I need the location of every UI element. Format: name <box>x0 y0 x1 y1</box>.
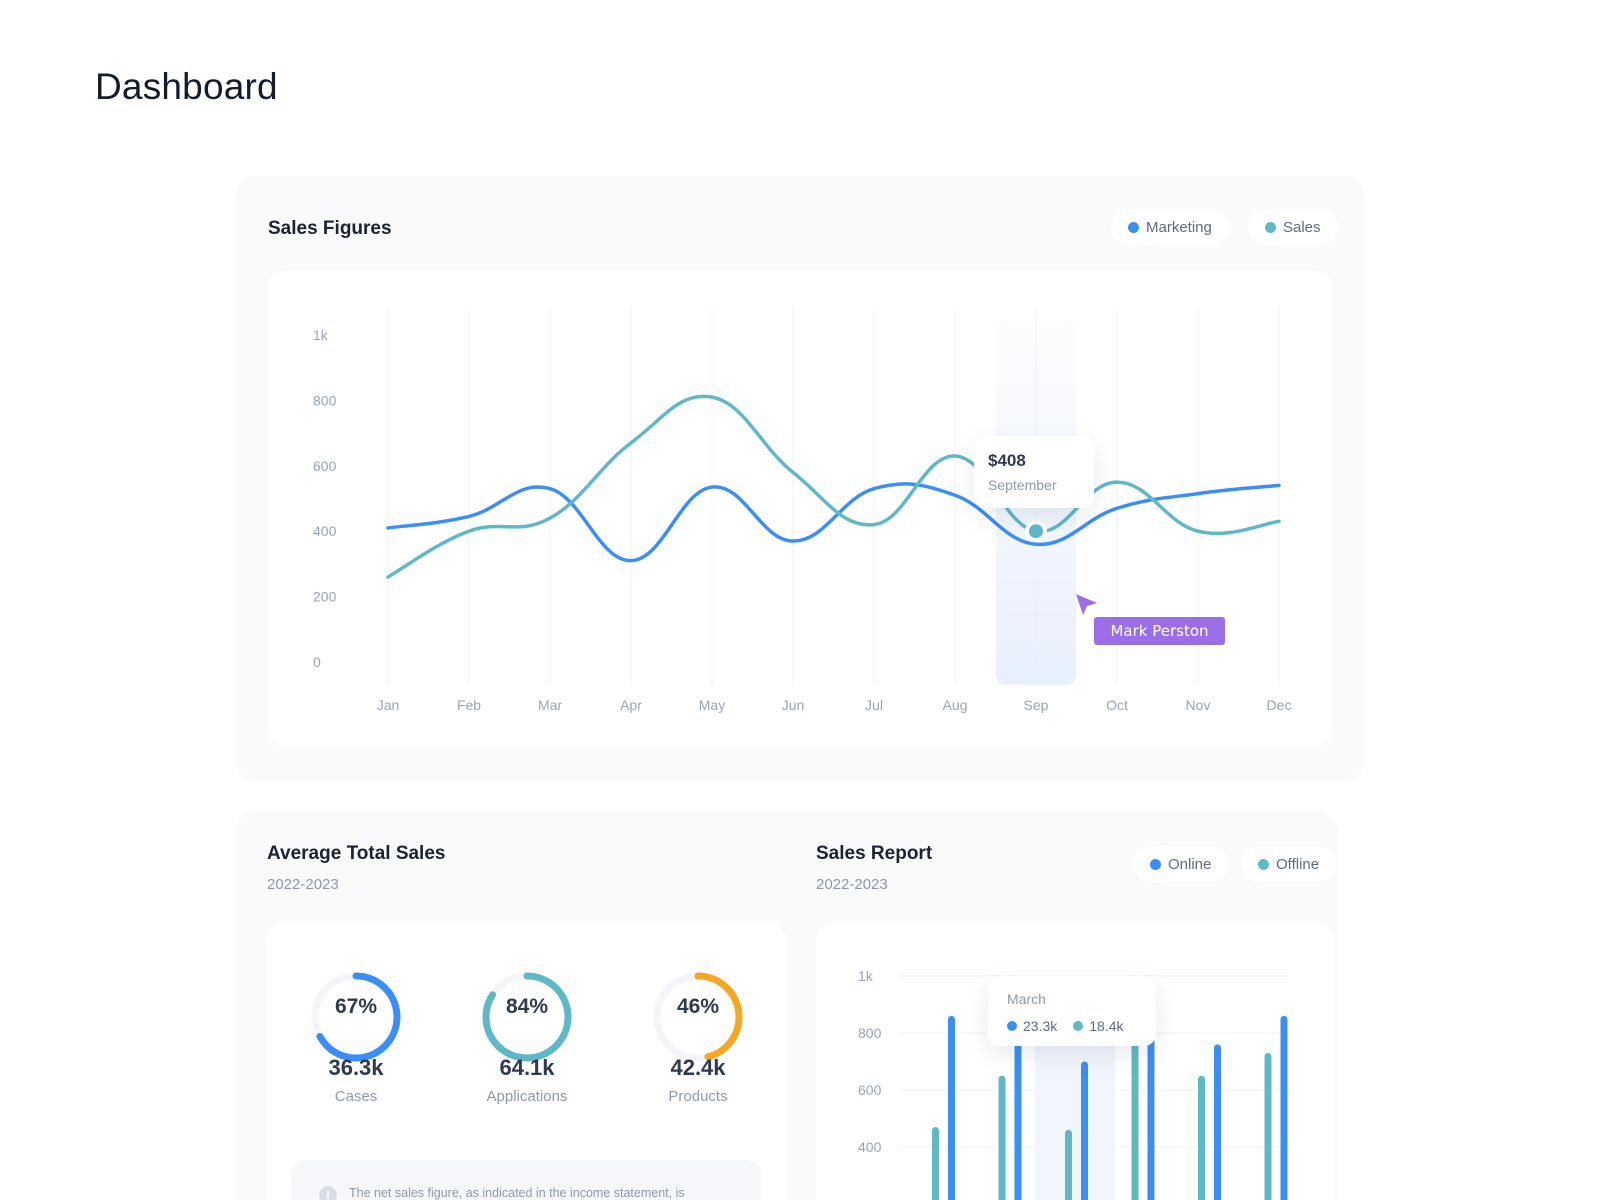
y-tick-label: 0 <box>313 654 321 670</box>
x-tick-label: Feb <box>457 697 481 713</box>
info-icon: i <box>319 1186 337 1200</box>
bar-offline[interactable] <box>1131 1027 1139 1200</box>
average-total-sales-subtitle: 2022-2023 <box>267 876 339 893</box>
legend-online-label: Online <box>1168 855 1212 873</box>
bar-offline[interactable] <box>998 1075 1006 1200</box>
online-dot-icon <box>1007 1021 1017 1031</box>
donut-applications-percent: 84% <box>505 995 549 1018</box>
y-tick-label: 1k <box>858 968 874 984</box>
donut-applications-value: 64.1k <box>499 1055 555 1080</box>
offline-dot-icon <box>1258 858 1269 870</box>
legend-sales[interactable]: Sales <box>1248 209 1338 245</box>
donut-cases-percent: 67% <box>334 995 378 1018</box>
donut-cases-label: Cases <box>334 1088 378 1105</box>
offline-dot-icon <box>1073 1021 1084 1031</box>
bar-online[interactable] <box>1280 1015 1288 1200</box>
x-tick-label: Dec <box>1267 697 1292 713</box>
x-tick-label: Aug <box>943 697 968 713</box>
bar-online[interactable] <box>1014 1013 1022 1200</box>
y-tick-label: 800 <box>858 1025 882 1041</box>
average-total-sales-title: Average Total Sales <box>267 843 446 864</box>
bar-online[interactable] <box>1081 1061 1088 1200</box>
bar-offline[interactable] <box>932 1127 939 1200</box>
donut-products: 46% 42.4k Products <box>648 967 748 1105</box>
donut-products-value: 42.4k <box>670 1055 726 1080</box>
x-tick-label: Oct <box>1106 697 1128 713</box>
x-tick-label: Jan <box>377 697 400 713</box>
x-tick-label: Mar <box>538 697 562 713</box>
donut-applications-ring <box>482 972 572 1062</box>
sales-report-tooltip-month: March <box>1007 991 1046 1007</box>
donut-products-label: Products <box>668 1088 728 1105</box>
donut-applications: 84% 64.1k Applications <box>477 967 577 1105</box>
page-title: Dashboard <box>95 66 278 107</box>
y-tick-label: 200 <box>313 589 337 605</box>
x-tick-label: May <box>699 697 725 713</box>
y-tick-label: 1k <box>313 327 329 343</box>
y-tick-label: 400 <box>313 523 337 539</box>
legend-marketing-label: Marketing <box>1146 218 1212 236</box>
sales-dot-icon <box>1265 221 1276 233</box>
data-point[interactable] <box>1029 524 1043 539</box>
x-tick-label: Nov <box>1186 697 1211 713</box>
online-dot-icon <box>1150 858 1161 870</box>
net-sales-note-text: The net sales figure, as indicated in th… <box>349 1186 685 1200</box>
bar-online[interactable] <box>1147 1010 1155 1200</box>
net-sales-note: i The net sales figure, as indicated in … <box>291 1160 761 1200</box>
legend-offline[interactable]: Offline <box>1241 846 1337 882</box>
y-tick-label: 600 <box>313 458 337 474</box>
x-tick-label: Sep <box>1024 697 1049 713</box>
tooltip-label: September <box>988 477 1057 493</box>
bar-online[interactable] <box>948 1015 955 1200</box>
legend-sales-label: Sales <box>1283 218 1321 236</box>
sales-figures-card: Sales Figures Marketing Sales <box>235 176 1365 780</box>
sales-figures-chart[interactable]: 0 200 400 600 800 1k Jan Feb Mar Apr May Jun Jul Aug… <box>268 300 1308 720</box>
donut-cases: 67% 36.3k Cases <box>306 967 406 1105</box>
legend-offline-label: Offline <box>1276 855 1320 873</box>
sales-report-tooltip-offline: 18.4k <box>1089 1018 1124 1034</box>
y-tick-label: 600 <box>858 1082 882 1098</box>
marketing-dot-icon <box>1128 221 1139 233</box>
sales-report-title: Sales Report <box>816 843 933 864</box>
sales-report-tooltip-online: 23.3k <box>1023 1018 1058 1034</box>
x-tick-label: Apr <box>620 697 642 713</box>
tooltip-value: $408 <box>988 451 1026 470</box>
donut-arc <box>482 972 572 1062</box>
bar-offline[interactable] <box>1198 1075 1205 1200</box>
donut-products-ring <box>653 972 743 1062</box>
donut-cases-ring <box>311 972 401 1062</box>
x-tick-label: Jun <box>782 697 805 713</box>
cursor-arrow-icon <box>1076 594 1097 615</box>
bar-offline[interactable] <box>1065 1129 1072 1200</box>
legend-online[interactable]: Online <box>1133 846 1229 882</box>
bar-online[interactable] <box>1214 1044 1221 1200</box>
sales-report-tooltip: March 23.3k 18.4k <box>988 976 1156 1046</box>
sales-figures-chart-panel <box>268 271 1332 747</box>
legend-marketing[interactable]: Marketing <box>1111 209 1229 245</box>
sales-report-subtitle: 2022-2023 <box>816 876 888 893</box>
bar-offline[interactable] <box>1264 1052 1272 1200</box>
x-tick-label: Jul <box>865 697 883 713</box>
series-line-sales[interactable] <box>386 394 1281 579</box>
donut-arc <box>653 972 743 1062</box>
collaborator-cursor-tag: Mark Perston <box>1094 617 1225 645</box>
sales-figures-title: Sales Figures <box>268 218 392 239</box>
donut-cases-value: 36.3k <box>328 1055 384 1080</box>
donut-arc <box>311 972 401 1062</box>
average-total-sales-panel <box>267 923 786 1200</box>
series-line-marketing[interactable] <box>386 482 1281 563</box>
donut-products-percent: 46% <box>676 995 720 1018</box>
sales-figures-tooltip: $408 September <box>974 436 1094 508</box>
y-tick-label: 400 <box>858 1139 882 1155</box>
donut-applications-label: Applications <box>486 1088 568 1105</box>
y-tick-label: 800 <box>313 392 337 408</box>
